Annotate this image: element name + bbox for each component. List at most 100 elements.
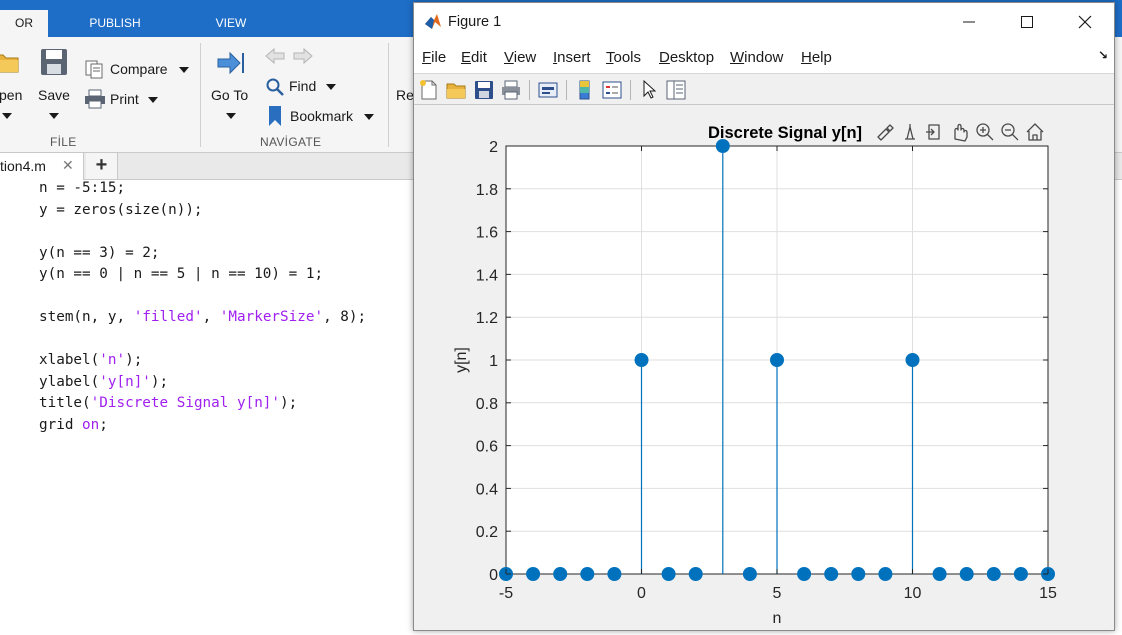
dock-figure-icon[interactable]: ↘ — [1098, 48, 1109, 62]
code-string-token: 'y[n]' — [99, 373, 151, 390]
stem-marker[interactable] — [959, 567, 974, 581]
stem-marker[interactable] — [661, 567, 676, 581]
save-figure-icon[interactable] — [473, 79, 495, 101]
back-arrow-icon[interactable] — [264, 47, 286, 65]
menu-desktop[interactable]: Desktop — [659, 49, 715, 66]
close-tab-icon[interactable]: ✕ — [62, 157, 74, 173]
stem-marker[interactable] — [905, 353, 920, 367]
menu-edit[interactable]: Edit — [461, 49, 487, 66]
maximize-button[interactable] — [998, 3, 1056, 40]
find-label: Find — [289, 78, 317, 94]
stem-marker[interactable] — [580, 567, 595, 581]
minimize-button[interactable] — [940, 3, 998, 40]
data-tips-icon-path — [905, 124, 915, 140]
menu-insert[interactable]: Insert — [553, 49, 591, 66]
tab-editor[interactable]: OR — [0, 10, 48, 37]
code-token: ylabel( — [39, 373, 100, 390]
menu-help[interactable]: Help — [801, 49, 832, 66]
code-token: grid — [39, 416, 83, 433]
stem-marker[interactable] — [1013, 567, 1028, 581]
stem-marker[interactable] — [742, 567, 757, 581]
menu-view[interactable]: View — [504, 49, 537, 66]
close-icon — [1078, 15, 1092, 29]
menu-window[interactable]: Window — [730, 49, 784, 66]
data-tips-icon[interactable] — [905, 124, 915, 140]
zoom-out-icon[interactable] — [1001, 123, 1019, 141]
colorbar-icon[interactable] — [574, 79, 596, 101]
editor-file-tab[interactable]: tion4.m ✕ — [0, 153, 84, 180]
pointer-icon[interactable] — [638, 79, 660, 101]
pan-icon[interactable] — [954, 123, 968, 142]
code-token: y(n == 3) = 2; — [39, 244, 160, 261]
print-button[interactable]: Print — [84, 87, 164, 111]
bookmark-button[interactable]: Bookmark — [265, 104, 380, 128]
stem-marker[interactable] — [607, 567, 622, 581]
save-button[interactable]: Save — [36, 47, 76, 127]
stem-marker[interactable] — [688, 567, 703, 581]
close-window-button[interactable] — [1056, 3, 1114, 40]
run-partial-button[interactable]: Re — [396, 87, 416, 111]
print-label: Print — [110, 91, 139, 107]
stem-marker[interactable] — [986, 567, 1001, 581]
code-line: n = -5:15; — [39, 180, 125, 196]
save-label: Save — [38, 87, 70, 103]
print-figure-icon[interactable] — [500, 79, 522, 101]
forward-arrow-icon[interactable] — [292, 47, 314, 65]
link-plot-icon[interactable] — [537, 79, 559, 101]
stem-marker[interactable] — [553, 567, 568, 581]
stem-marker[interactable] — [851, 567, 866, 581]
y-tick-label: 1 — [489, 353, 498, 370]
find-button[interactable]: Find — [265, 75, 345, 99]
figure-toolbar — [414, 73, 1114, 105]
ribbon-divider — [388, 43, 389, 147]
export-icon[interactable] — [926, 124, 940, 140]
zoom-in-icon[interactable] — [976, 123, 994, 141]
home-icon[interactable] — [1026, 123, 1044, 141]
code-token: , 8); — [323, 309, 367, 325]
open-button[interactable]: pen — [0, 47, 30, 127]
stem-marker[interactable] — [932, 567, 947, 581]
brush-data-icon[interactable] — [877, 124, 894, 141]
tab-view[interactable]: VIEW — [215, 16, 247, 30]
property-inspector-icon[interactable] — [665, 79, 687, 101]
add-tab-button[interactable]: + — [86, 153, 118, 179]
code-token: stem(n, y, — [39, 309, 134, 325]
code-token: n = -5:15; — [39, 180, 126, 196]
compare-button[interactable]: Compare — [84, 57, 194, 81]
bookmark-icon — [269, 106, 281, 126]
legend-icon[interactable] — [601, 79, 623, 101]
code-line: stem(n, y, 'filled', 'MarkerSize', 8); — [39, 309, 366, 325]
code-token: ); — [280, 395, 298, 411]
x-tick-label: 15 — [1039, 585, 1057, 602]
open-file-icon[interactable] — [445, 79, 467, 101]
y-tick-label: 1.4 — [476, 267, 498, 284]
stem-marker[interactable] — [526, 567, 541, 581]
find-caret-icon — [326, 84, 336, 90]
menu-file[interactable]: File — [422, 49, 447, 66]
tab-publish[interactable]: PUBLISH — [89, 16, 141, 30]
code-token: ); — [125, 352, 143, 368]
stem-marker[interactable] — [878, 567, 893, 581]
y-tick-label: 0.8 — [476, 396, 498, 413]
new-figure-icon[interactable] — [418, 79, 440, 101]
toolbar-separator — [630, 80, 631, 100]
code-token: xlabel( — [39, 352, 100, 368]
stem-marker[interactable] — [824, 567, 839, 581]
code-string-token: on — [82, 416, 100, 433]
x-tick-label: 0 — [637, 585, 646, 602]
pan-icon-path — [954, 123, 968, 142]
goto-button[interactable]: Go To — [208, 47, 256, 127]
stem-marker[interactable] — [634, 353, 649, 367]
stem-marker[interactable] — [797, 567, 812, 581]
stem-marker[interactable] — [715, 139, 730, 153]
print-caret-icon — [148, 97, 158, 103]
stem-marker[interactable] — [770, 353, 784, 367]
figure-window[interactable]: Figure 1 File Edit View Insert Tools Des… — [413, 2, 1115, 631]
run-partial-label: Re — [396, 87, 414, 103]
menu-tools[interactable]: Tools — [606, 49, 642, 66]
y-tick-label: 1.6 — [476, 225, 498, 242]
save-disk-icon — [41, 49, 67, 75]
code-token: y = zeros(size(n)); — [39, 201, 203, 218]
figure-title-bar[interactable]: Figure 1 — [414, 3, 1114, 40]
